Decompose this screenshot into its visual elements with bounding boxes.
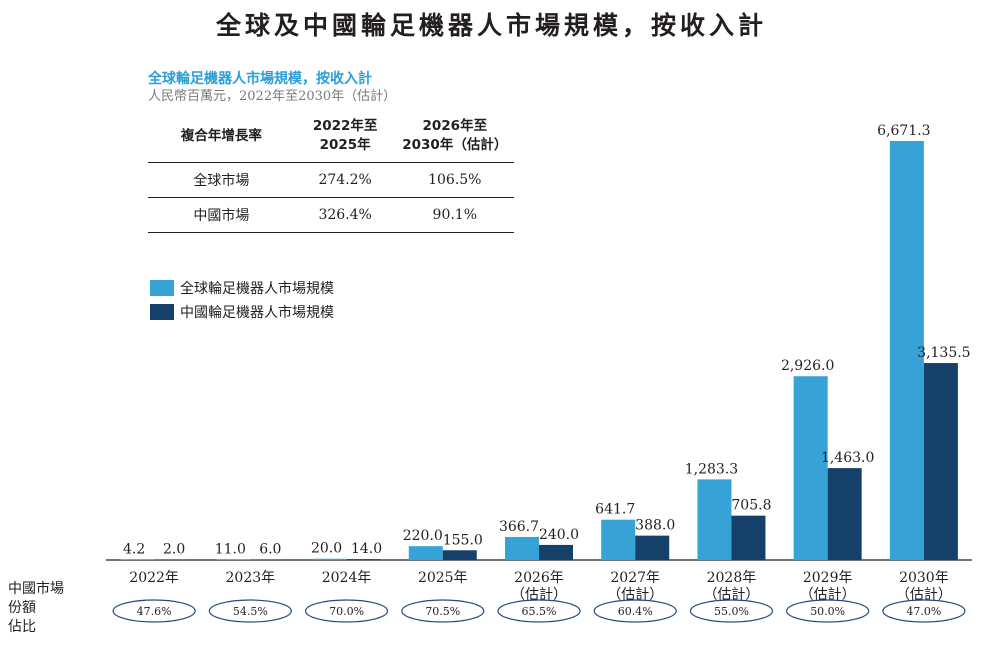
x-tick-label: 2028年 xyxy=(707,570,757,586)
bar-china xyxy=(442,550,477,560)
data-label-china: 388.0 xyxy=(635,518,675,534)
cagr-header-period-2: 2026年至 2030年（估計） xyxy=(395,110,514,163)
data-label-china: 240.0 xyxy=(539,527,579,543)
x-tick-label: （估計） xyxy=(703,587,759,603)
data-label-china: 6.0 xyxy=(259,542,281,558)
share-ellipse xyxy=(593,599,677,623)
data-label-china: 14.0 xyxy=(351,541,382,557)
share-value: 47.0% xyxy=(906,605,941,618)
data-label-global: 1,283.3 xyxy=(685,461,738,477)
share-value: 47.6% xyxy=(137,605,172,618)
page-title: 全球及中國輪足機器人市場規模，按收入計 xyxy=(215,11,767,40)
share-ellipse xyxy=(786,599,870,623)
share-ellipse xyxy=(401,599,485,623)
data-label-china: 1,463.0 xyxy=(821,450,874,466)
bar-china xyxy=(346,559,381,560)
share-value: 55.0% xyxy=(714,605,749,618)
share-value: 70.5% xyxy=(425,605,460,618)
data-label-global: 2,926.0 xyxy=(781,358,834,374)
cagr-header-label: 複合年增長率 xyxy=(148,110,295,163)
cagr-row-label: 中國市場 xyxy=(148,197,295,233)
bar-china xyxy=(731,515,766,560)
data-label-global: 20.0 xyxy=(311,541,342,557)
share-value: 65.5% xyxy=(522,605,557,618)
bar-china xyxy=(923,363,958,560)
cagr-value: 90.1% xyxy=(395,197,514,233)
cagr-value: 326.4% xyxy=(294,197,396,233)
data-label-global: 11.0 xyxy=(215,541,246,557)
legend-label-china: 中國輪足機器人市場規模 xyxy=(180,305,334,321)
bar-global xyxy=(505,536,539,560)
x-tick-label: 2023年 xyxy=(226,570,276,586)
china-share-label: 中國市場 份額 佔比 xyxy=(8,581,64,635)
table-row: 中國市場 326.4% 90.1% xyxy=(148,197,514,233)
cagr-title: 全球輪足機器人市場規模，按收入計 xyxy=(148,71,372,87)
x-tick-label: 2027年 xyxy=(610,570,660,586)
x-tick-label: （估計） xyxy=(896,587,952,603)
share-ellipse xyxy=(497,599,581,623)
x-tick-label: （估計） xyxy=(511,587,567,603)
data-label-global: 6,671.3 xyxy=(877,123,930,139)
legend-label-global: 全球輪足機器人市場規模 xyxy=(180,281,334,297)
share-value: 54.5% xyxy=(233,605,268,618)
data-label-china: 155.0 xyxy=(443,532,483,548)
bar-china xyxy=(827,468,862,560)
data-label-global: 4.2 xyxy=(123,542,145,558)
x-tick-label: 2026年 xyxy=(514,570,564,586)
x-tick-label: （估計） xyxy=(800,587,856,603)
cagr-header-row: 複合年增長率 2022年至 2025年 2026年至 2030年（估計） xyxy=(148,110,514,163)
x-tick-label: 2030年 xyxy=(899,570,949,586)
data-label-china: 3,135.5 xyxy=(917,345,970,361)
cagr-panel: 全球輪足機器人市場規模，按收入計 人民幣百萬元，2022年至2030年（估計） … xyxy=(148,70,514,233)
legend-item-china: 中國輪足機器人市場規模 xyxy=(150,300,334,324)
bar-global xyxy=(889,141,924,560)
share-ellipse xyxy=(882,599,966,623)
data-label-global: 366.7 xyxy=(499,519,539,535)
legend-item-global: 全球輪足機器人市場規模 xyxy=(150,276,334,300)
share-ellipse xyxy=(112,599,196,623)
cagr-unit: 人民幣百萬元，2022年至2030年（估計） xyxy=(148,89,397,104)
bar-global xyxy=(216,559,251,560)
cagr-row-label: 全球市場 xyxy=(148,162,295,198)
x-tick-label: 2024年 xyxy=(322,570,372,586)
cagr-value: 106.5% xyxy=(395,162,514,198)
data-label-china: 705.8 xyxy=(731,498,771,514)
chart-legend: 全球輪足機器人市場規模 中國輪足機器人市場規模 xyxy=(150,276,334,324)
x-tick-label: 2029年 xyxy=(803,570,853,586)
cagr-table: 複合年增長率 2022年至 2025年 2026年至 2030年（估計） 全球市場 … xyxy=(148,110,514,233)
data-label-global: 220.0 xyxy=(403,528,443,544)
data-label-china: 2.0 xyxy=(163,542,185,558)
share-value: 70.0% xyxy=(329,605,364,618)
cagr-value: 274.2% xyxy=(294,162,396,198)
share-value: 50.0% xyxy=(810,605,845,618)
x-tick-label: （估計） xyxy=(607,587,663,603)
cagr-header-period-1: 2022年至 2025年 xyxy=(294,110,396,163)
x-tick-label: 2022年 xyxy=(129,570,179,586)
share-ellipse xyxy=(689,599,774,623)
bar-global xyxy=(601,519,636,560)
bar-global xyxy=(312,558,347,560)
legend-swatch-global xyxy=(150,280,174,296)
share-value: 60.4% xyxy=(618,605,653,618)
share-ellipse xyxy=(208,599,292,623)
bar-global xyxy=(793,376,828,560)
table-row: 全球市場 274.2% 106.5% xyxy=(148,162,514,198)
share-ellipse xyxy=(304,599,389,623)
bar-global xyxy=(697,479,732,560)
bar-china xyxy=(635,535,670,560)
legend-swatch-china xyxy=(150,304,174,320)
data-label-global: 641.7 xyxy=(595,502,635,518)
bar-global xyxy=(408,546,443,560)
bar-china xyxy=(539,544,573,560)
x-tick-label: 2025年 xyxy=(418,570,468,586)
